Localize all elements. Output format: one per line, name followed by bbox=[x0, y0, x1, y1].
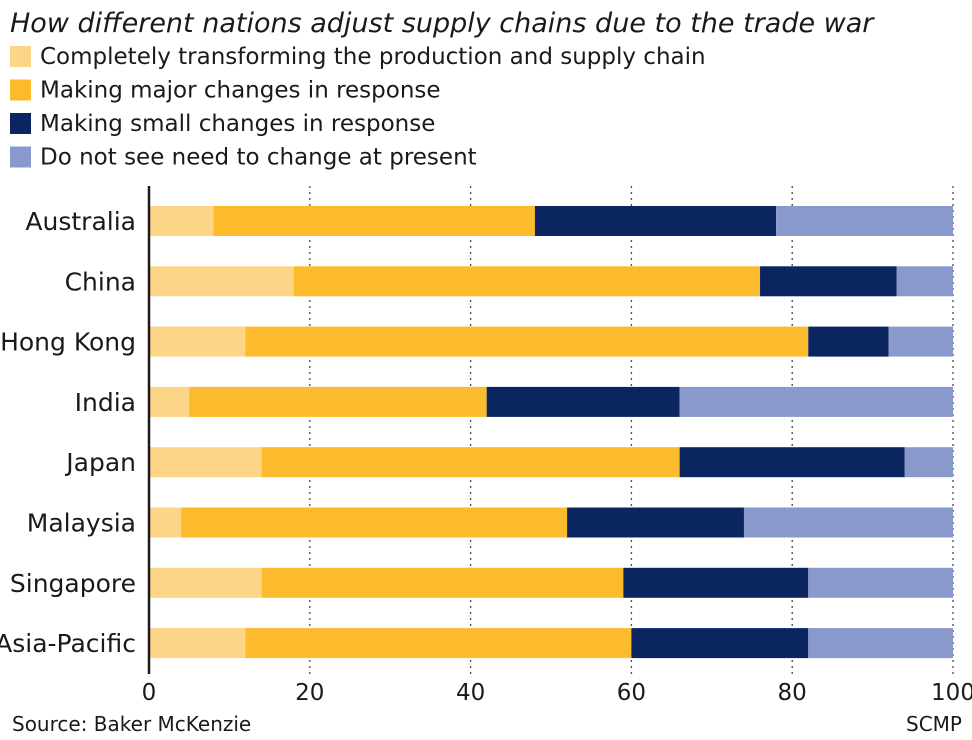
category-label-australia: Australia bbox=[25, 207, 136, 236]
legend-swatch-1 bbox=[10, 46, 31, 67]
bar-malaysia-series-4 bbox=[743, 507, 953, 538]
legend: Completely transforming the production a… bbox=[10, 44, 706, 171]
category-label-china: China bbox=[65, 267, 136, 296]
bar-china-series-2 bbox=[293, 266, 761, 297]
bar-japan-series-1 bbox=[149, 447, 262, 478]
bar-singapore-series-4 bbox=[808, 567, 953, 598]
x-tick-label-20: 20 bbox=[295, 680, 324, 706]
category-labels: Australia China Hong Kong India Japan Malaysi… bbox=[0, 207, 136, 658]
bar-hong-kong-series-2 bbox=[245, 326, 809, 357]
legend-label-3: Making small changes in response bbox=[40, 111, 435, 137]
bar-japan-series-2 bbox=[261, 447, 680, 478]
bar-hong-kong-series-4 bbox=[888, 326, 953, 357]
x-tick-label-100: 100 bbox=[931, 680, 972, 706]
bar-australia-series-4 bbox=[776, 206, 953, 236]
source-note: Source: Baker McKenzie bbox=[12, 712, 251, 736]
bar-asia-pacific-series-2 bbox=[245, 628, 632, 659]
gridlines bbox=[309, 186, 954, 674]
bar-japan-series-3 bbox=[679, 447, 905, 478]
bar-india-series-1 bbox=[149, 386, 190, 417]
legend-label-4: Do not see need to change at present bbox=[40, 145, 477, 171]
chart-title: How different nations adjust supply chai… bbox=[10, 8, 875, 39]
bar-china-series-3 bbox=[760, 266, 897, 297]
x-tick-label-0: 0 bbox=[142, 680, 157, 706]
bar-hong-kong-series-1 bbox=[149, 326, 246, 357]
bar-australia-series-1 bbox=[149, 206, 214, 236]
bar-asia-pacific-series-4 bbox=[808, 628, 953, 659]
legend-swatch-2 bbox=[10, 79, 31, 101]
category-label-japan: Japan bbox=[64, 448, 136, 477]
bar-japan-series-4 bbox=[904, 447, 953, 478]
x-axis-tick-labels: 0 20 40 60 80 100 bbox=[142, 680, 972, 706]
x-tick-label-80: 80 bbox=[778, 680, 807, 706]
bar-india-series-2 bbox=[189, 386, 487, 417]
bar-china-series-4 bbox=[896, 266, 953, 297]
bar-australia-series-3 bbox=[534, 206, 777, 236]
legend-swatch-4 bbox=[10, 146, 31, 168]
category-label-asia-pacific: Asia-Pacific bbox=[0, 629, 136, 658]
credit-label: SCMP bbox=[906, 712, 962, 736]
bar-asia-pacific-series-1 bbox=[149, 628, 246, 659]
category-label-india: India bbox=[75, 388, 136, 417]
legend-swatch-3 bbox=[10, 113, 31, 134]
bar-india-series-4 bbox=[679, 386, 953, 417]
legend-label-2: Making major changes in response bbox=[40, 78, 441, 104]
category-label-hong-kong: Hong Kong bbox=[0, 328, 136, 357]
bar-singapore-series-2 bbox=[261, 567, 624, 598]
bars bbox=[149, 206, 953, 659]
bar-singapore-series-1 bbox=[149, 567, 262, 598]
x-tick-label-60: 60 bbox=[617, 680, 646, 706]
bar-australia-series-2 bbox=[213, 206, 535, 236]
category-label-malaysia: Malaysia bbox=[27, 509, 136, 538]
bar-india-series-3 bbox=[486, 386, 680, 417]
legend-label-1: Completely transforming the production a… bbox=[40, 44, 706, 70]
bar-malaysia-series-1 bbox=[149, 507, 182, 538]
bar-asia-pacific-series-3 bbox=[631, 628, 809, 659]
bar-hong-kong-series-3 bbox=[808, 326, 889, 357]
bar-china-series-1 bbox=[149, 266, 294, 297]
bar-malaysia-series-2 bbox=[181, 507, 568, 538]
category-label-singapore: Singapore bbox=[10, 569, 136, 598]
x-tick-label-40: 40 bbox=[456, 680, 485, 706]
bar-malaysia-series-3 bbox=[567, 507, 744, 538]
bar-singapore-series-3 bbox=[623, 567, 809, 598]
